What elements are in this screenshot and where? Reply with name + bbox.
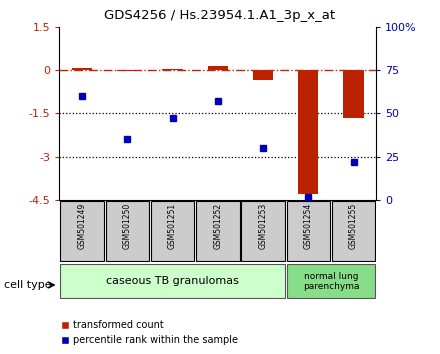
Bar (208, 67, 228, 70)
Text: GSM501255: GSM501255 (349, 203, 358, 249)
Bar (253, 70, 273, 80)
Bar (343, 70, 364, 118)
Bar (196, 201, 239, 261)
Bar (72, 68, 92, 70)
Legend: transformed count, percentile rank within the sample: transformed count, percentile rank withi… (58, 316, 242, 349)
Bar (332, 201, 375, 261)
Bar (60, 264, 285, 298)
Text: caseous TB granulomas: caseous TB granulomas (106, 276, 239, 286)
Text: GSM501250: GSM501250 (123, 203, 132, 249)
Text: GSM501252: GSM501252 (213, 203, 222, 249)
Bar (151, 201, 194, 261)
Bar (60, 201, 104, 261)
Text: cell type: cell type (4, 280, 52, 290)
Text: GDS4256 / Hs.23954.1.A1_3p_x_at: GDS4256 / Hs.23954.1.A1_3p_x_at (104, 9, 336, 22)
Bar (106, 201, 149, 261)
Bar (286, 201, 330, 261)
Bar (286, 264, 375, 298)
Text: GSM501254: GSM501254 (304, 203, 313, 249)
Text: GSM501249: GSM501249 (77, 203, 87, 249)
Bar (241, 201, 285, 261)
Text: GSM501253: GSM501253 (259, 203, 268, 249)
Bar (117, 70, 137, 71)
Text: normal lung
parenchyma: normal lung parenchyma (303, 272, 359, 291)
Bar (162, 69, 183, 70)
Bar (298, 70, 319, 194)
Text: GSM501251: GSM501251 (168, 203, 177, 249)
